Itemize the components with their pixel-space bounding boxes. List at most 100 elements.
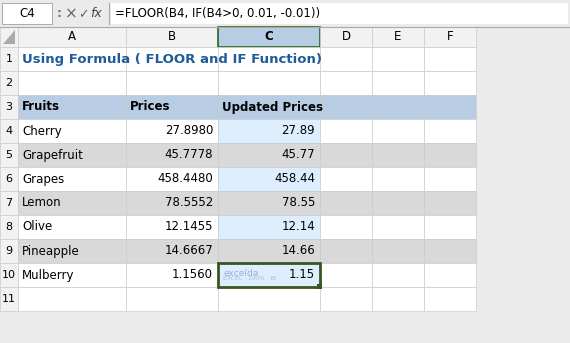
Bar — [424, 119, 476, 143]
Bar — [372, 287, 424, 311]
Text: fx: fx — [90, 7, 102, 20]
Bar — [126, 47, 218, 71]
Text: 14.66: 14.66 — [281, 245, 315, 258]
Bar — [320, 167, 372, 191]
Bar — [0, 143, 18, 167]
Bar — [0, 191, 18, 215]
Text: 458.4480: 458.4480 — [157, 173, 213, 186]
Bar — [0, 263, 18, 287]
Text: 4: 4 — [6, 126, 13, 136]
Text: 78.5552: 78.5552 — [165, 197, 213, 210]
Bar — [372, 27, 424, 47]
Bar — [126, 119, 218, 143]
Bar — [218, 71, 320, 95]
Text: 1: 1 — [6, 54, 13, 64]
Bar — [372, 167, 424, 191]
Text: Cherry: Cherry — [22, 125, 62, 138]
Bar — [320, 47, 372, 71]
Text: excelda: excelda — [223, 269, 258, 277]
Bar — [0, 287, 18, 311]
Bar — [126, 215, 218, 239]
Bar — [18, 119, 126, 143]
Bar — [0, 119, 18, 143]
Bar — [18, 263, 126, 287]
Bar — [18, 167, 126, 191]
Text: 6: 6 — [6, 174, 13, 184]
Text: 45.77: 45.77 — [282, 149, 315, 162]
Bar — [320, 287, 372, 311]
Text: 2: 2 — [6, 78, 13, 88]
Bar — [218, 143, 320, 167]
Text: 12.1455: 12.1455 — [165, 221, 213, 234]
Text: Using Formula ( FLOOR and IF Function): Using Formula ( FLOOR and IF Function) — [22, 52, 322, 66]
Bar — [0, 95, 18, 119]
Bar — [424, 143, 476, 167]
Bar — [18, 287, 126, 311]
Text: 5: 5 — [6, 150, 13, 160]
Text: EXCEL · DATA · BI: EXCEL · DATA · BI — [223, 276, 276, 282]
Text: Mulberry: Mulberry — [22, 269, 75, 282]
Polygon shape — [3, 30, 15, 44]
Bar — [218, 263, 320, 287]
Bar — [18, 239, 126, 263]
Bar — [424, 215, 476, 239]
Bar — [126, 143, 218, 167]
Bar — [320, 27, 372, 47]
Bar — [18, 27, 126, 47]
Bar — [126, 287, 218, 311]
Bar — [126, 191, 218, 215]
Text: B: B — [168, 31, 176, 44]
Text: Updated Prices: Updated Prices — [222, 100, 323, 114]
Bar — [18, 71, 126, 95]
Bar — [126, 167, 218, 191]
Bar — [218, 167, 320, 191]
Bar — [218, 287, 320, 311]
Bar — [0, 239, 18, 263]
Bar — [18, 47, 126, 71]
Bar — [424, 167, 476, 191]
Text: Grapefruit: Grapefruit — [22, 149, 83, 162]
Bar — [218, 191, 320, 215]
Text: 11: 11 — [2, 294, 16, 304]
Bar — [126, 263, 218, 287]
Text: 458.44: 458.44 — [274, 173, 315, 186]
Bar — [111, 3, 568, 24]
Text: :: : — [56, 7, 62, 20]
Text: Olive: Olive — [22, 221, 52, 234]
Bar — [424, 287, 476, 311]
Bar — [126, 95, 218, 119]
Bar — [316, 284, 321, 288]
Text: 27.8980: 27.8980 — [165, 125, 213, 138]
Bar — [372, 71, 424, 95]
Text: Grapes: Grapes — [22, 173, 64, 186]
Text: 1.15: 1.15 — [289, 269, 315, 282]
Bar — [372, 263, 424, 287]
Text: 78.55: 78.55 — [282, 197, 315, 210]
Bar — [0, 167, 18, 191]
Bar — [320, 215, 372, 239]
Bar — [320, 191, 372, 215]
Text: 8: 8 — [6, 222, 13, 232]
Bar — [0, 47, 18, 71]
Text: 3: 3 — [6, 102, 13, 112]
Text: Pineapple: Pineapple — [22, 245, 80, 258]
Bar — [218, 239, 320, 263]
Bar — [218, 119, 320, 143]
Text: 9: 9 — [6, 246, 13, 256]
Text: C: C — [264, 31, 274, 44]
Bar — [320, 95, 372, 119]
Bar — [320, 119, 372, 143]
Text: Lemon: Lemon — [22, 197, 62, 210]
Bar — [424, 71, 476, 95]
Text: E: E — [394, 31, 402, 44]
Bar — [372, 95, 424, 119]
Bar — [424, 239, 476, 263]
Bar — [218, 263, 320, 287]
Text: 45.7778: 45.7778 — [165, 149, 213, 162]
Bar — [372, 239, 424, 263]
Text: ✓: ✓ — [78, 8, 88, 21]
Bar — [126, 71, 218, 95]
Bar — [0, 215, 18, 239]
Text: 12.14: 12.14 — [281, 221, 315, 234]
Bar — [18, 143, 126, 167]
